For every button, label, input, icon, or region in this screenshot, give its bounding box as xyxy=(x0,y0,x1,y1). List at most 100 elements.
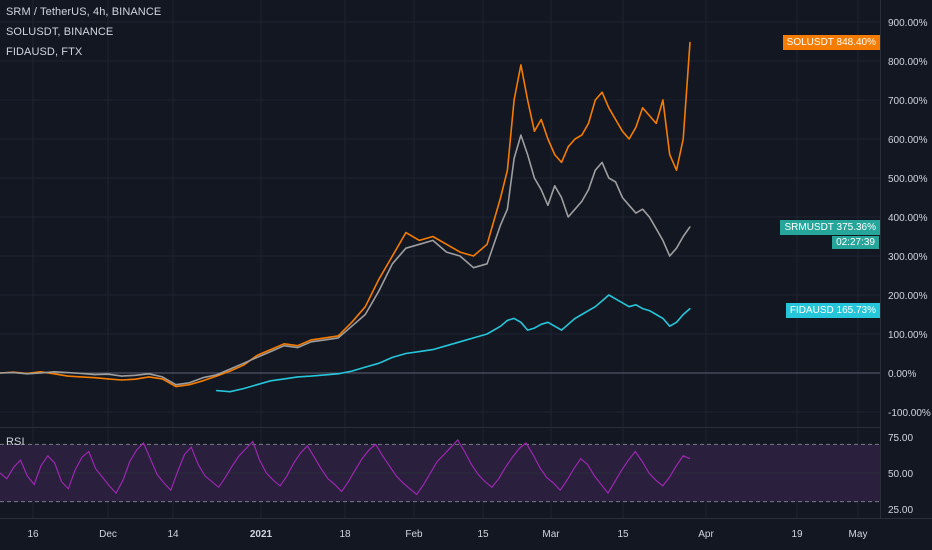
price-axis[interactable]: 900.00% 800.00% 700.00% 600.00% 500.00% 400.0… xyxy=(888,18,931,419)
point-srmusdt xyxy=(0,372,1,374)
point-solusdt xyxy=(378,278,380,280)
series-line-solusdt xyxy=(0,42,691,388)
point-fidausd xyxy=(615,298,617,300)
point-srmusdt xyxy=(337,337,339,339)
point-solusdt xyxy=(560,161,563,163)
point-solusdt xyxy=(628,138,630,140)
point-srmusdt xyxy=(574,208,576,210)
point-srmusdt xyxy=(40,372,42,374)
rsi-indicator-label[interactable]: RSI xyxy=(6,436,25,448)
x-tick-label: Apr xyxy=(698,529,714,540)
point-solusdt xyxy=(594,99,596,101)
point-srmusdt xyxy=(635,212,637,214)
point-srmusdt xyxy=(121,375,123,377)
point-srmusdt xyxy=(283,345,285,347)
point-solusdt xyxy=(134,378,136,380)
point-solusdt xyxy=(574,138,576,140)
point-srmusdt xyxy=(215,374,218,376)
point-solusdt xyxy=(391,255,393,257)
series-line-srmusdt xyxy=(0,134,691,386)
point-fidausd xyxy=(270,380,272,382)
point-solusdt xyxy=(53,373,55,375)
series-line-fidausd xyxy=(216,294,691,393)
legend-main-symbol[interactable]: SRM / TetherUS, 4h, BINANCE xyxy=(6,6,162,18)
y-tick-label: 400.00% xyxy=(888,213,928,224)
point-solusdt xyxy=(472,255,475,257)
point-srmusdt xyxy=(486,263,488,265)
point-fidausd xyxy=(581,313,583,316)
point-srmusdt xyxy=(533,177,536,179)
point-solusdt xyxy=(188,384,190,386)
rsi-pane xyxy=(0,439,880,503)
y-tick-label: 700.00% xyxy=(888,96,928,107)
point-fidausd xyxy=(486,333,488,335)
point-solusdt xyxy=(405,232,407,234)
point-solusdt xyxy=(297,345,299,347)
point-solusdt xyxy=(615,118,617,121)
x-tick-label: 19 xyxy=(791,529,803,540)
point-srmusdt xyxy=(527,154,529,156)
fidausd-tag-name: FIDAUSD xyxy=(789,305,834,316)
point-solusdt xyxy=(459,251,461,253)
point-solusdt xyxy=(669,154,671,156)
point-solusdt xyxy=(540,118,542,121)
point-fidausd xyxy=(324,374,326,376)
point-srmusdt xyxy=(689,226,691,228)
point-solusdt xyxy=(547,138,549,140)
point-fidausd xyxy=(337,373,339,375)
point-srmusdt xyxy=(513,157,515,160)
legend-compare-fidausd[interactable]: FIDAUSD, FTX xyxy=(6,46,83,58)
fidausd-price-tag: FIDAUSD 165.73% xyxy=(785,303,880,318)
point-srmusdt xyxy=(148,373,150,375)
point-srmusdt xyxy=(675,247,678,249)
point-fidausd xyxy=(229,391,231,393)
point-srmusdt xyxy=(351,325,353,327)
point-fidausd xyxy=(662,317,664,319)
point-srmusdt xyxy=(67,372,69,374)
point-srmusdt xyxy=(520,134,522,136)
point-fidausd xyxy=(642,308,644,310)
point-srmusdt xyxy=(94,374,96,376)
point-solusdt xyxy=(270,349,272,351)
fidausd-tag-value: 165.73% xyxy=(836,305,876,316)
point-srmusdt xyxy=(500,224,502,226)
point-solusdt xyxy=(148,376,150,378)
point-solusdt xyxy=(40,371,42,373)
y-tick-label: 100.00% xyxy=(888,330,928,341)
point-solusdt xyxy=(520,64,522,66)
srmusdt-price-tag: SRMUSDT 375.36% xyxy=(780,220,880,235)
point-fidausd xyxy=(283,378,285,380)
point-srmusdt xyxy=(581,200,583,202)
point-srmusdt xyxy=(378,290,380,292)
rsi-axis[interactable]: 75.00 50.00 25.00 xyxy=(888,433,913,516)
point-solusdt xyxy=(107,378,109,380)
bar-countdown: 02:27:39 xyxy=(832,236,879,249)
point-solusdt xyxy=(635,126,637,128)
point-srmusdt xyxy=(608,177,610,179)
point-srmusdt xyxy=(540,189,542,191)
x-tick-label: 14 xyxy=(167,529,179,540)
point-srmusdt xyxy=(161,376,163,378)
point-fidausd xyxy=(391,356,393,358)
point-solusdt xyxy=(256,354,258,356)
point-srmusdt xyxy=(242,362,245,364)
point-solusdt xyxy=(662,99,664,101)
point-fidausd xyxy=(682,313,684,316)
x-tick-label: 18 xyxy=(339,529,351,540)
point-solusdt xyxy=(242,364,245,366)
time-axis[interactable]: 16 Dec 14 2021 18 Feb 15 Mar 15 Apr 19 May xyxy=(27,529,867,540)
point-srmusdt xyxy=(12,372,15,374)
point-solusdt xyxy=(215,375,218,377)
rsi-line xyxy=(0,439,691,496)
point-fidausd xyxy=(533,327,536,329)
point-srmusdt xyxy=(662,239,664,241)
srmusdt-tag-name: SRMUSDT xyxy=(784,222,834,233)
point-fidausd xyxy=(547,321,549,323)
point-srmusdt xyxy=(587,189,590,191)
point-srmusdt xyxy=(472,267,475,269)
y-tick-label: 500.00% xyxy=(888,174,928,185)
legend-compare-solusdt[interactable]: SOLUSDT, BINANCE xyxy=(6,26,114,38)
point-fidausd xyxy=(351,370,353,372)
point-srmusdt xyxy=(432,239,434,241)
